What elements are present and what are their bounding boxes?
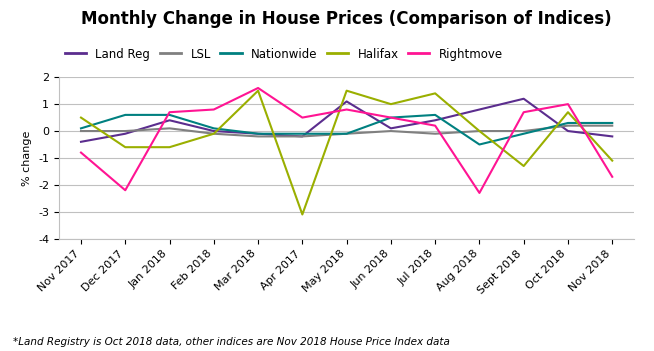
LSL	[475, 129, 483, 133]
Rightmove	[210, 107, 218, 112]
LSL	[122, 129, 129, 133]
Nationwide	[608, 121, 616, 125]
LSL	[343, 132, 351, 136]
Legend: Land Reg, LSL, Nationwide, Halifax, Rightmove: Land Reg, LSL, Nationwide, Halifax, Righ…	[65, 48, 503, 61]
LSL	[298, 134, 306, 139]
Nationwide	[564, 121, 572, 125]
Nationwide	[77, 126, 85, 131]
Land Reg	[431, 118, 439, 122]
LSL	[431, 132, 439, 136]
Halifax	[343, 88, 351, 93]
Halifax	[520, 164, 528, 168]
Nationwide	[431, 113, 439, 117]
Nationwide	[254, 132, 262, 136]
Land Reg	[475, 107, 483, 112]
Halifax	[298, 212, 306, 217]
Land Reg	[343, 99, 351, 104]
Halifax	[210, 132, 218, 136]
Land Reg	[210, 129, 218, 133]
Rightmove	[431, 124, 439, 128]
Land Reg	[77, 140, 85, 144]
LSL	[165, 126, 173, 131]
Rightmove	[122, 188, 129, 192]
Land Reg	[298, 134, 306, 139]
Y-axis label: % change: % change	[22, 130, 33, 186]
Rightmove	[77, 151, 85, 155]
Halifax	[122, 145, 129, 149]
LSL	[254, 134, 262, 139]
Halifax	[77, 115, 85, 120]
Nationwide	[122, 113, 129, 117]
Rightmove	[564, 102, 572, 106]
Nationwide	[475, 143, 483, 147]
Nationwide	[520, 132, 528, 136]
Nationwide	[210, 126, 218, 131]
Rightmove	[608, 175, 616, 179]
Rightmove	[387, 115, 395, 120]
Line: Nationwide: Nationwide	[81, 115, 612, 145]
LSL	[387, 129, 395, 133]
Halifax	[165, 145, 173, 149]
Rightmove	[475, 191, 483, 195]
Nationwide	[387, 115, 395, 120]
LSL	[77, 129, 85, 133]
Nationwide	[343, 132, 351, 136]
Halifax	[475, 129, 483, 133]
Land Reg	[564, 129, 572, 133]
Text: *Land Registry is Oct 2018 data, other indices are Nov 2018 House Price Index da: *Land Registry is Oct 2018 data, other i…	[13, 338, 450, 347]
Rightmove	[343, 107, 351, 112]
Rightmove	[298, 115, 306, 120]
Line: LSL: LSL	[81, 126, 612, 137]
Line: Halifax: Halifax	[81, 91, 612, 214]
Halifax	[608, 159, 616, 163]
LSL	[564, 124, 572, 128]
Land Reg	[254, 132, 262, 136]
Title: Monthly Change in House Prices (Comparison of Indices): Monthly Change in House Prices (Comparis…	[81, 11, 612, 28]
Land Reg	[387, 126, 395, 131]
Halifax	[254, 88, 262, 93]
Line: Land Reg: Land Reg	[81, 99, 612, 142]
Line: Rightmove: Rightmove	[81, 88, 612, 193]
LSL	[210, 132, 218, 136]
Land Reg	[122, 132, 129, 136]
Rightmove	[520, 110, 528, 114]
Land Reg	[165, 118, 173, 122]
Rightmove	[254, 86, 262, 90]
Halifax	[564, 110, 572, 114]
Rightmove	[165, 110, 173, 114]
Land Reg	[520, 97, 528, 101]
Nationwide	[298, 132, 306, 136]
LSL	[520, 129, 528, 133]
Land Reg	[608, 134, 616, 139]
Halifax	[431, 91, 439, 95]
LSL	[608, 124, 616, 128]
Halifax	[387, 102, 395, 106]
Nationwide	[165, 113, 173, 117]
